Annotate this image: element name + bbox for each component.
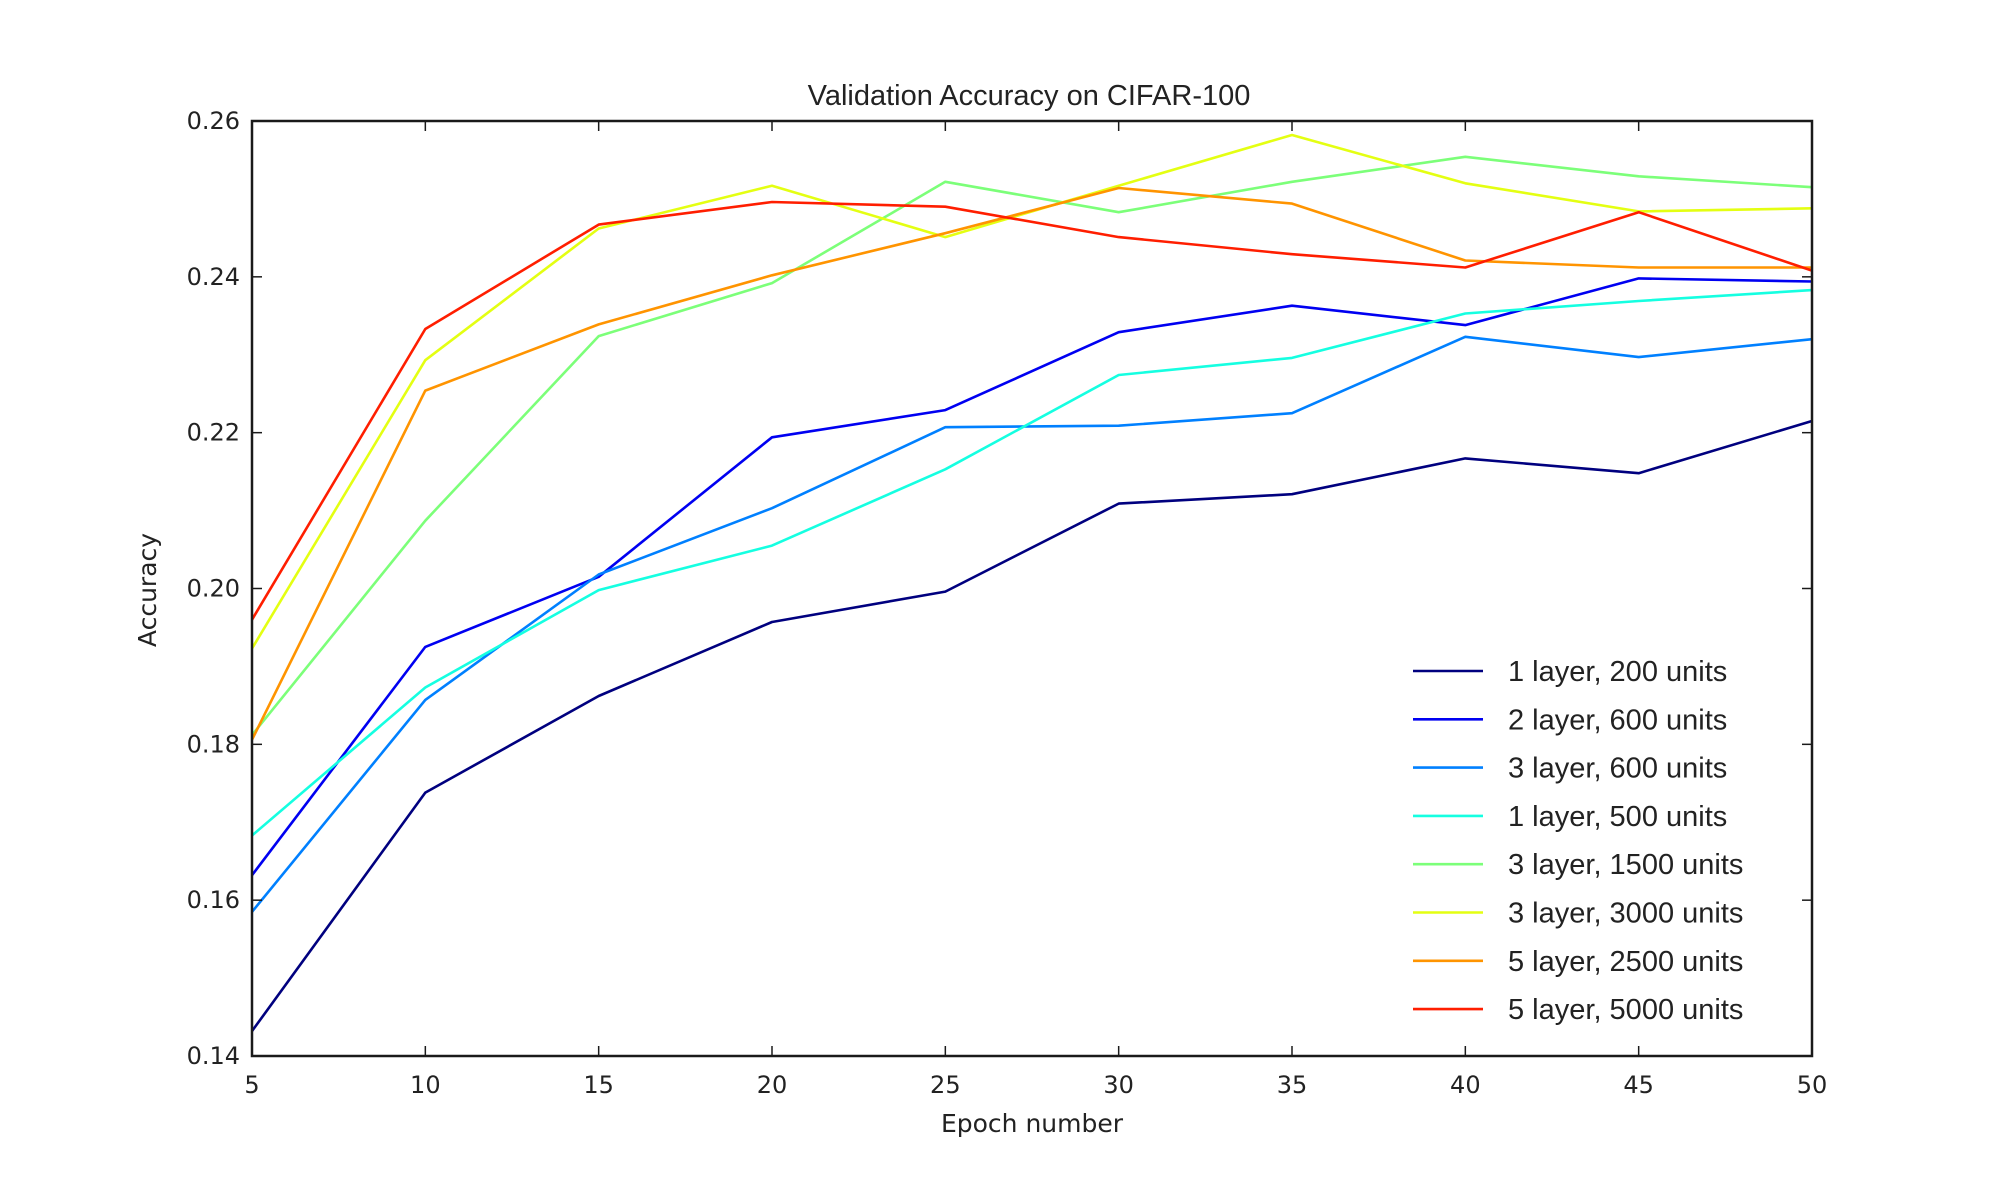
x-tick-label: 40 — [1450, 1071, 1481, 1099]
x-tick-label: 20 — [757, 1071, 788, 1099]
legend-label-3: 3 layer, 600 units — [1508, 753, 1727, 785]
chart-title: Validation Accuracy on CIFAR-100 — [808, 80, 1251, 112]
y-tick-label: 0.20 — [187, 575, 240, 603]
x-tick-label: 25 — [930, 1071, 961, 1099]
y-tick-label: 0.24 — [187, 263, 240, 291]
legend-label-8: 5 layer, 5000 units — [1508, 994, 1743, 1026]
y-axis-label: Accuracy — [133, 533, 162, 647]
series-line-2 — [250, 277, 1813, 876]
legend-label-2: 2 layer, 600 units — [1508, 704, 1727, 736]
series-layer — [250, 133, 1813, 1032]
series-line-8 — [250, 200, 1813, 621]
legend-label-4: 1 layer, 500 units — [1508, 801, 1727, 833]
y-axis: 0.14 0.16 0.18 0.20 0.22 0.24 0.26 — [187, 107, 1812, 1070]
x-tick-label: 50 — [1797, 1071, 1828, 1099]
y-tick-label: 0.14 — [187, 1042, 240, 1070]
x-tick-label: 10 — [410, 1071, 441, 1099]
x-tick-label: 5 — [244, 1071, 259, 1099]
y-tick-label: 0.22 — [187, 419, 240, 447]
legend-label-5: 3 layer, 1500 units — [1508, 849, 1743, 881]
legend: 1 layer, 200 units 2 layer, 600 units 3 la… — [1413, 656, 1743, 1026]
x-tick-label: 45 — [1623, 1071, 1654, 1099]
series-line-3 — [250, 335, 1813, 913]
x-tick-label: 15 — [583, 1071, 614, 1099]
y-tick-label: 0.18 — [187, 730, 240, 758]
x-axis-label: Epoch number — [941, 1109, 1124, 1138]
legend-label-6: 3 layer, 3000 units — [1508, 898, 1743, 930]
series-line-4 — [251, 288, 1813, 837]
x-tick-label: 30 — [1103, 1071, 1134, 1099]
series-line-5 — [250, 155, 1813, 736]
x-tick-label: 35 — [1277, 1071, 1308, 1099]
y-tick-label: 0.26 — [187, 107, 240, 135]
legend-label-1: 1 layer, 200 units — [1508, 656, 1727, 688]
legend-label-7: 5 layer, 2500 units — [1508, 946, 1743, 978]
y-tick-label: 0.16 — [187, 886, 240, 914]
x-axis: 5 10 15 20 25 30 35 40 45 50 — [244, 121, 1827, 1099]
series-line-1 — [250, 419, 1813, 1032]
series-line-7 — [250, 186, 1812, 741]
